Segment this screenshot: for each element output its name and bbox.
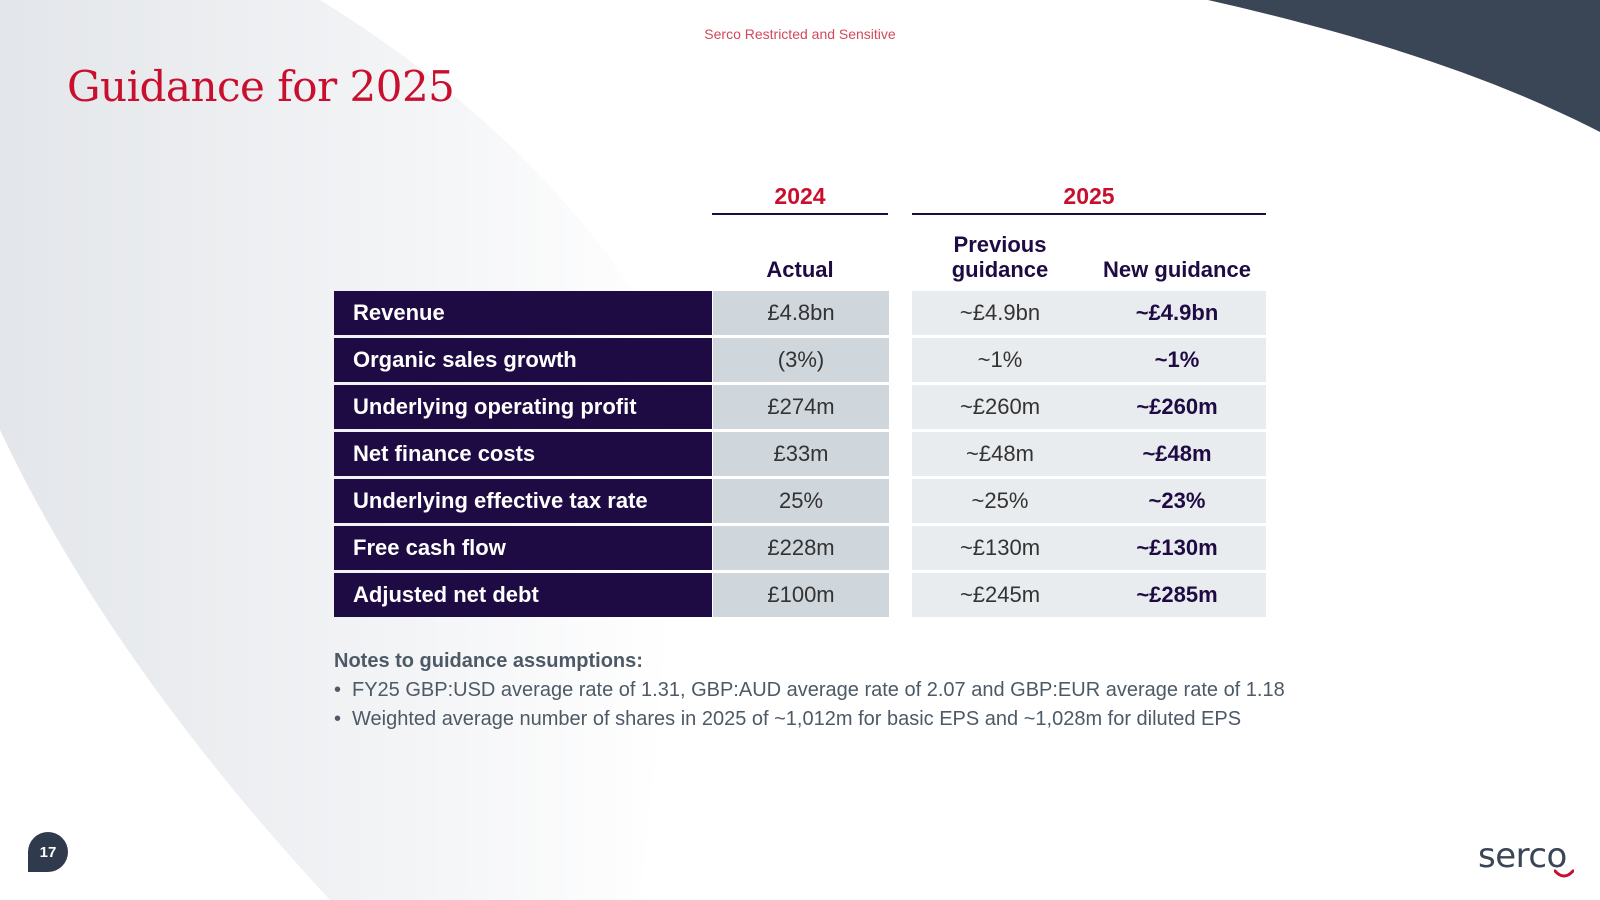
note-item: • FY25 GBP:USD average rate of 1.31, GBP… (334, 679, 1285, 702)
row-label: Organic sales growth (334, 338, 712, 382)
bullet-icon: • (334, 679, 342, 701)
actual-value: £33m (713, 432, 889, 476)
row-label: Underlying effective tax rate (334, 479, 712, 523)
new-guidance-value: ~1% (1088, 338, 1266, 382)
actual-column-header: Actual (766, 257, 834, 282)
previous-guidance-value: ~£130m (912, 526, 1088, 570)
actual-value: £4.8bn (713, 291, 889, 335)
bullet-icon: • (334, 708, 342, 730)
previous-guidance-value: ~£245m (912, 573, 1088, 617)
previous-guidance-value: ~1% (912, 338, 1088, 382)
actual-value: 25% (713, 479, 889, 523)
actual-value: £274m (713, 385, 889, 429)
previous-guidance-column-header: Previous guidance (951, 232, 1049, 282)
page-title: Guidance for 2025 (67, 62, 455, 111)
new-guidance-column-header: New guidance (1103, 257, 1251, 282)
year-2024-header: 2024 (712, 183, 888, 215)
new-guidance-value: ~£130m (1088, 526, 1266, 570)
new-guidance-value: ~£260m (1088, 385, 1266, 429)
actual-value: (3%) (713, 338, 889, 382)
note-item: • Weighted average number of shares in 2… (334, 708, 1285, 731)
previous-guidance-value: ~£4.9bn (912, 291, 1088, 335)
row-label: Net finance costs (334, 432, 712, 476)
row-label: Revenue (334, 291, 712, 335)
classification-label: Serco Restricted and Sensitive (704, 26, 896, 42)
row-label: Underlying operating profit (334, 385, 712, 429)
new-guidance-value: ~23% (1088, 479, 1266, 523)
previous-guidance-value: ~£260m (912, 385, 1088, 429)
logo-text: serco (1478, 836, 1567, 876)
new-guidance-value: ~£48m (1088, 432, 1266, 476)
note-text: FY25 GBP:USD average rate of 1.31, GBP:A… (352, 679, 1285, 701)
new-guidance-value: ~£4.9bn (1088, 291, 1266, 335)
row-label: Adjusted net debt (334, 573, 712, 617)
previous-guidance-value: ~£48m (912, 432, 1088, 476)
page-number-badge: 17 (28, 832, 68, 872)
actual-value: £228m (713, 526, 889, 570)
serco-logo: serco (1478, 836, 1574, 878)
note-text: Weighted average number of shares in 202… (352, 708, 1242, 730)
previous-guidance-value: ~25% (912, 479, 1088, 523)
notes-title: Notes to guidance assumptions: (334, 650, 643, 672)
year-2025-header: 2025 (912, 183, 1266, 215)
new-guidance-value: ~£285m (1088, 573, 1266, 617)
logo-smile-icon (1554, 869, 1574, 878)
guidance-notes: Notes to guidance assumptions: • FY25 GB… (334, 650, 1285, 731)
row-label: Free cash flow (334, 526, 712, 570)
actual-value: £100m (713, 573, 889, 617)
